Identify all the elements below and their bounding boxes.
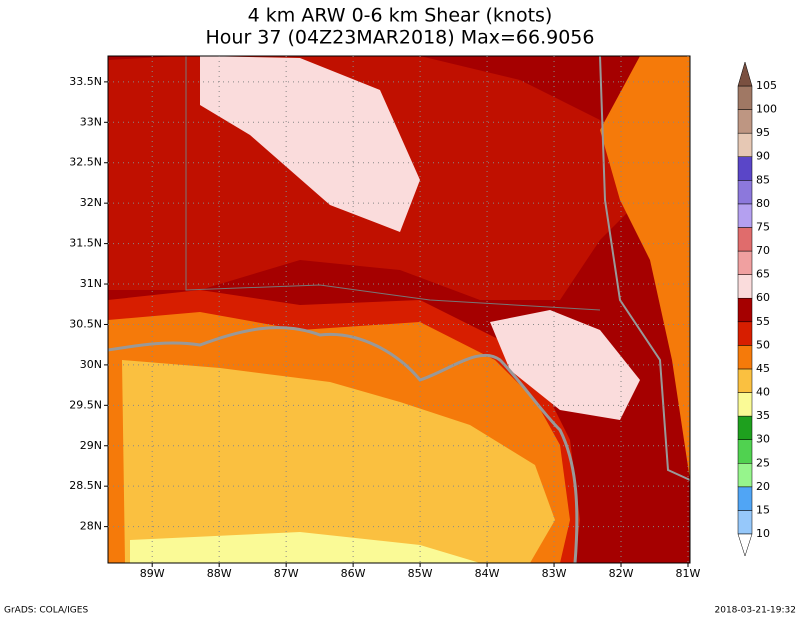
colorbar-label: 35 [756,409,770,422]
colorbar-swatch [737,510,753,535]
colorbar-swatch [737,274,753,299]
colorbar-swatch [737,439,753,464]
colorbar-swatch [737,156,753,181]
colorbar-swatch [737,486,753,511]
y-tick-label: 33N [80,115,102,128]
colorbar-label: 75 [756,220,770,233]
colorbar-label: 100 [756,103,777,116]
shear-field [107,55,691,564]
coastline [107,326,579,564]
colorbar-label: 40 [756,386,770,399]
colorbar-swatch [737,250,753,275]
field-yellow [122,360,555,563]
colorbar-swatch [737,109,753,134]
colorbar-swatch [737,368,753,393]
field-pink-north [200,56,420,232]
colorbar-swatch [737,132,753,157]
colorbar-label: 20 [756,480,770,493]
y-tick-label: 30N [80,358,102,371]
colorbar-label: 45 [756,362,770,375]
footer-right: 2018-03-21-19:32 [715,606,797,616]
colorbar-swatch [737,392,753,417]
y-tick-label: 32.5N [69,156,102,169]
x-tick-label: 83W [542,567,567,580]
state-border [185,56,601,311]
y-tick-label: 30.5N [69,317,102,330]
colorbar-swatch [737,463,753,488]
x-tick-label: 89W [140,567,165,580]
subtitle: Hour 37 (04Z23MAR2018) Max=66.9056 [206,27,595,49]
colorbar-label: 15 [756,503,770,516]
y-tick-label: 32N [80,196,102,209]
field-east-orange [600,56,690,480]
field-pale-yellow [130,532,480,563]
colorbar-label: 105 [756,79,777,92]
y-tick-label: 29.5N [69,398,102,411]
field-pink-east [490,310,640,420]
x-tick-label: 84W [475,567,500,580]
x-tick-label: 87W [274,567,299,580]
colorbar-swatch [737,203,753,228]
title: 4 km ARW 0-6 km Shear (knots) [248,5,553,27]
x-tick-label: 88W [207,567,232,580]
colorbar-label: 60 [756,291,770,304]
colorbar-swatch [737,180,753,205]
colorbar-label: 50 [756,338,770,351]
colorbar-label: 30 [756,433,770,446]
y-tick-label: 28.5N [69,479,102,492]
colorbar-label: 80 [756,197,770,210]
map-frame [107,55,691,564]
colorbar-swatch [737,321,753,346]
colorbar-label: 95 [756,126,770,139]
colorbar-over [737,61,753,87]
colorbar-label: 85 [756,173,770,186]
y-tick-label: 33.5N [69,75,102,88]
y-tick-label: 29N [80,439,102,452]
y-tick-label: 28N [80,520,102,533]
colorbar-label: 65 [756,268,770,281]
colorbar-label: 70 [756,244,770,257]
x-tick-label: 81W [676,567,701,580]
y-tick-label: 31.5N [69,237,102,250]
x-tick-label: 86W [341,567,366,580]
colorbar-swatch [737,297,753,323]
colorbar-swatch [737,415,753,440]
colorbar-label: 55 [756,315,770,328]
colorbar-swatch [737,85,753,110]
colorbar-label: 10 [756,527,770,540]
x-tick-label: 82W [609,567,634,580]
footer-left: GrADS: COLA/IGES [4,606,88,616]
colorbar-under [737,533,753,557]
colorbar-swatch [737,227,753,252]
y-tick-label: 31N [80,277,102,290]
x-tick-label: 85W [408,567,433,580]
colorbar-label: 90 [756,150,770,163]
colorbar-label: 25 [756,456,770,469]
state-border [599,55,691,481]
colorbar-swatch [737,345,753,370]
